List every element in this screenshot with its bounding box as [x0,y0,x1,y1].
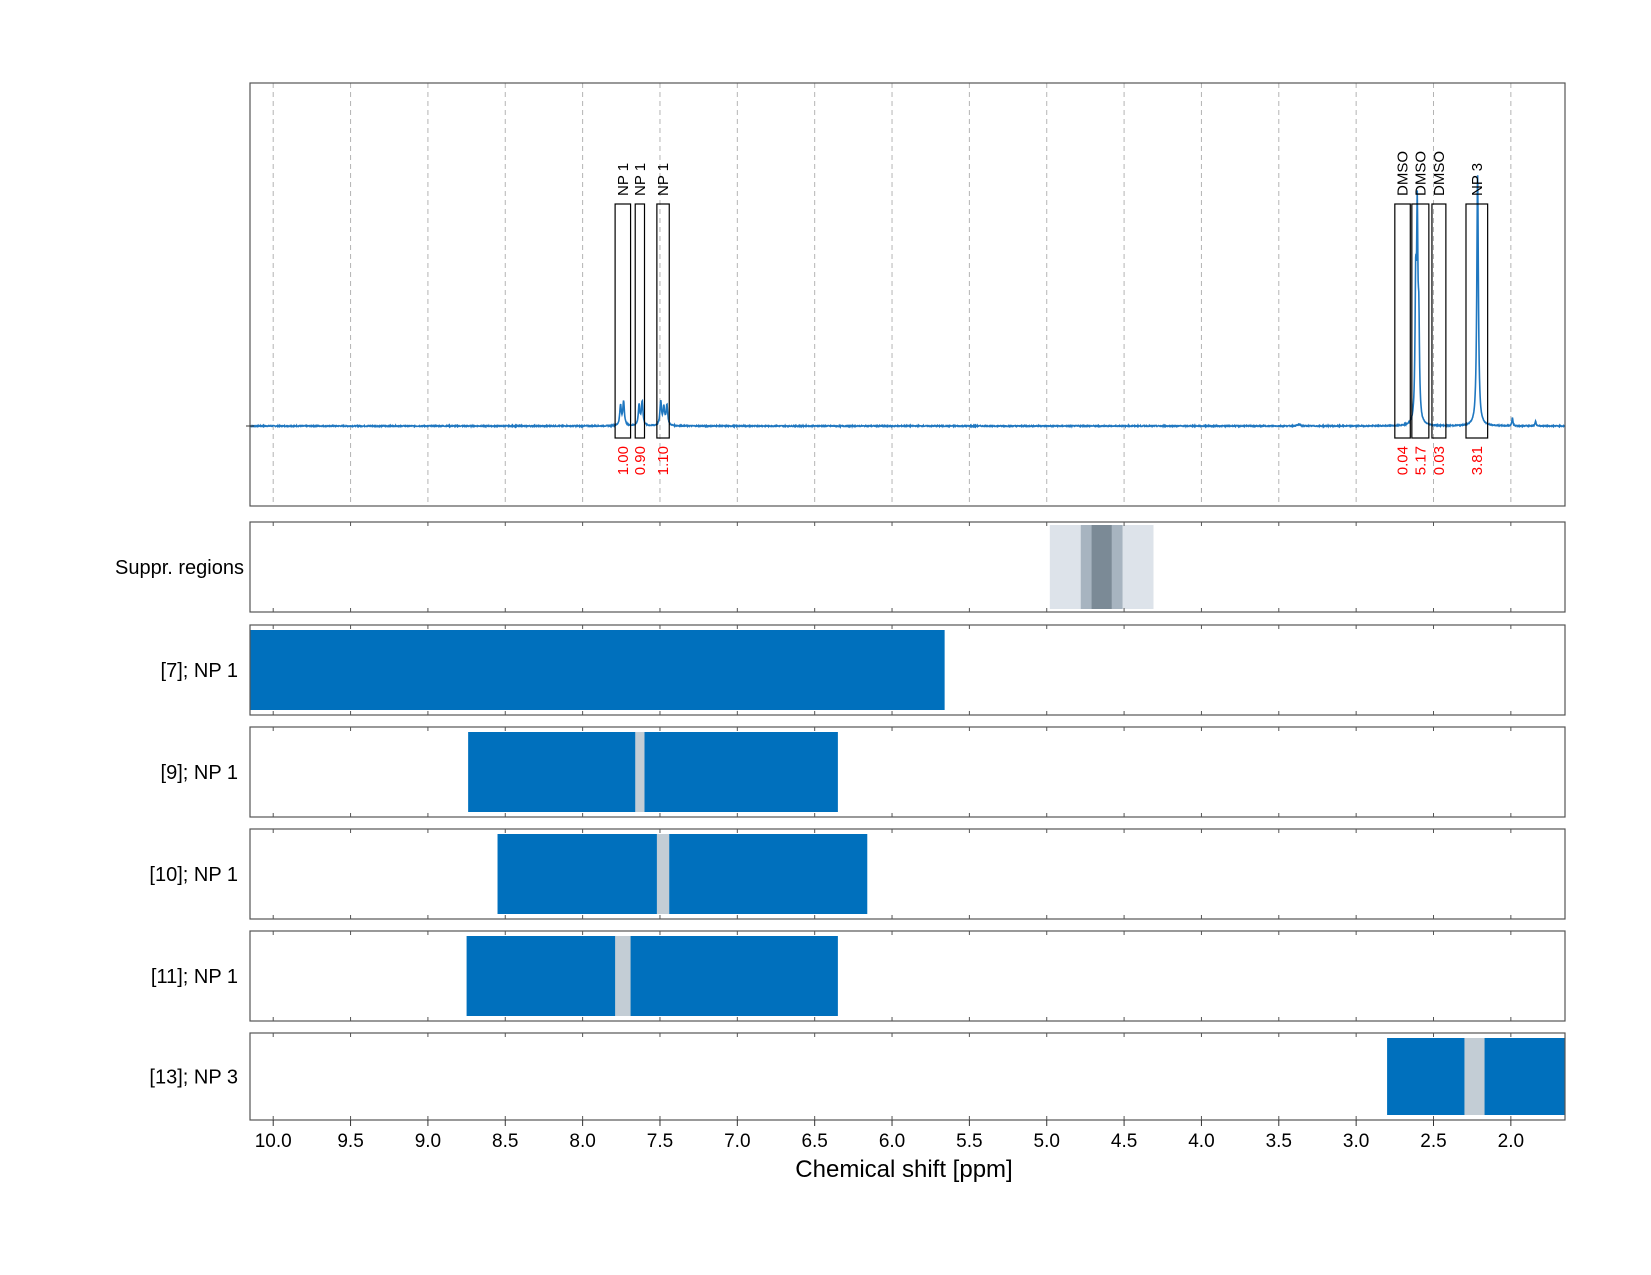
row-panel-frame [249,1032,1566,1121]
range-gap [635,732,645,812]
row-panel-frame [249,726,1566,818]
x-tick-label: 3.0 [1343,1131,1369,1152]
x-tick-label: 2.5 [1420,1131,1446,1152]
x-tick-label: 9.5 [337,1131,363,1152]
annotation-name: DMSO [1431,151,1448,196]
range-bar [250,630,945,710]
x-tick-label: 7.0 [724,1131,750,1152]
x-tick-label: 6.0 [879,1131,905,1152]
x-tick-label: 4.5 [1111,1131,1137,1152]
integral-value: 0.90 [632,446,649,475]
range-bar [497,834,868,914]
x-tick-label: 2.0 [1498,1131,1524,1152]
annotation-name: NP 1 [655,163,672,196]
x-tick-label: 7.5 [647,1131,673,1152]
row-panel-frame [249,521,1566,613]
suppression-band-dark [1091,525,1112,609]
annotation-box [614,203,632,439]
panel-bands-layer [250,525,1565,1115]
row-panel-frame [249,930,1566,1022]
panel-frames-layer [246,82,1566,1121]
annotation-box [1465,203,1489,439]
annotation-name: NP 1 [615,163,632,196]
row-label: [7]; NP 1 [161,660,238,682]
integral-value: 0.03 [1431,446,1448,475]
spectrum-panel-frame [249,82,1566,507]
integral-value: 0.04 [1395,446,1412,475]
annotation-box [1431,203,1447,439]
row-label-suppression: Suppr. regions [115,557,244,579]
annotation-box [1411,203,1430,439]
annotation-name: DMSO [1395,151,1412,196]
range-gap [615,936,631,1016]
x-tick-label: 3.5 [1266,1131,1292,1152]
x-tick-label: 8.5 [492,1131,518,1152]
range-gap [656,834,670,914]
integral-value: 1.10 [655,446,672,475]
integral-value: 5.17 [1412,446,1429,475]
range-bar [466,936,838,1016]
x-axis-label: Chemical shift [ppm] [795,1156,1012,1183]
range-gap [1464,1038,1485,1115]
integral-value: 1.00 [615,446,632,475]
x-tick-label: 5.0 [1034,1131,1060,1152]
row-label: [10]; NP 1 [149,864,238,886]
row-panel-frame [249,828,1566,920]
x-tick-label: 9.0 [415,1131,441,1152]
annotation-box [1394,203,1411,439]
annotation-name: NP 3 [1469,163,1486,196]
row-panel-frame [249,624,1566,716]
row-label: [13]; NP 3 [149,1067,238,1089]
spectrum-line [249,175,1566,429]
range-bar [468,732,838,812]
spectrum-layer [249,175,1566,439]
x-axis: 10.0 9.5 9.0 8.5 8.0 7.5 7.0 6.5 6.0 5.5 5.0 4.5 4.0… [255,1120,1524,1152]
x-tick-label: 5.5 [956,1131,982,1152]
annotation-box [656,203,670,439]
label-layer: NP 1 1.00 NP 1 0.90 NP 1 1.10 DMSO 0.04 DMSO 5.17… [115,151,1486,1089]
x-tick-label: 4.0 [1188,1131,1214,1152]
row-label: [11]; NP 1 [151,966,238,988]
row-label: [9]; NP 1 [161,762,238,784]
integral-value: 3.81 [1469,446,1486,475]
x-tick-label: 10.0 [255,1131,292,1152]
annotation-name: DMSO [1412,151,1429,196]
annotation-name: NP 1 [632,163,649,196]
annotation-box [634,203,646,439]
x-tick-label: 6.5 [801,1131,827,1152]
x-tick-label: 8.0 [569,1131,595,1152]
grid-layer [272,83,1512,506]
